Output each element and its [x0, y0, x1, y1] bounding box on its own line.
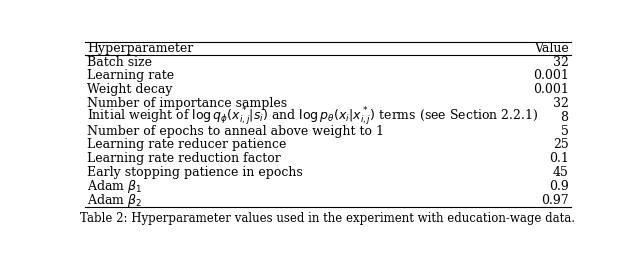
Text: 8: 8	[561, 111, 568, 124]
Text: 0.001: 0.001	[532, 83, 568, 96]
Text: Learning rate reduction factor: Learning rate reduction factor	[88, 152, 281, 165]
Text: 0.97: 0.97	[541, 194, 568, 206]
Text: 0.9: 0.9	[549, 180, 568, 193]
Text: Adam $\beta_1$: Adam $\beta_1$	[88, 178, 143, 195]
Text: 0.1: 0.1	[548, 152, 568, 165]
Text: Hyperparameter: Hyperparameter	[88, 42, 194, 55]
Text: Early stopping patience in epochs: Early stopping patience in epochs	[88, 166, 303, 179]
Text: Table 2: Hyperparameter values used in the experiment with education-wage data.: Table 2: Hyperparameter values used in t…	[81, 211, 575, 225]
Text: 5: 5	[561, 125, 568, 138]
Text: Number of epochs to anneal above weight to 1: Number of epochs to anneal above weight …	[88, 125, 385, 138]
Text: 0.001: 0.001	[532, 69, 568, 83]
Text: Weight decay: Weight decay	[88, 83, 173, 96]
Text: 32: 32	[553, 97, 568, 110]
Text: 32: 32	[553, 56, 568, 69]
Text: Adam $\beta_2$: Adam $\beta_2$	[88, 192, 143, 209]
Text: 25: 25	[553, 138, 568, 151]
Text: Batch size: Batch size	[88, 56, 152, 69]
Text: 45: 45	[553, 166, 568, 179]
Text: Value: Value	[534, 42, 568, 55]
Text: Learning rate: Learning rate	[88, 69, 175, 83]
Text: Number of importance samples: Number of importance samples	[88, 97, 287, 110]
Text: Initial weight of $\log q_\phi(x^*_{i,j}|s_i)$ and $\log p_\theta(x_i|x^*_{i,j}): Initial weight of $\log q_\phi(x^*_{i,j}…	[88, 106, 539, 128]
Text: Learning rate reducer patience: Learning rate reducer patience	[88, 138, 287, 151]
